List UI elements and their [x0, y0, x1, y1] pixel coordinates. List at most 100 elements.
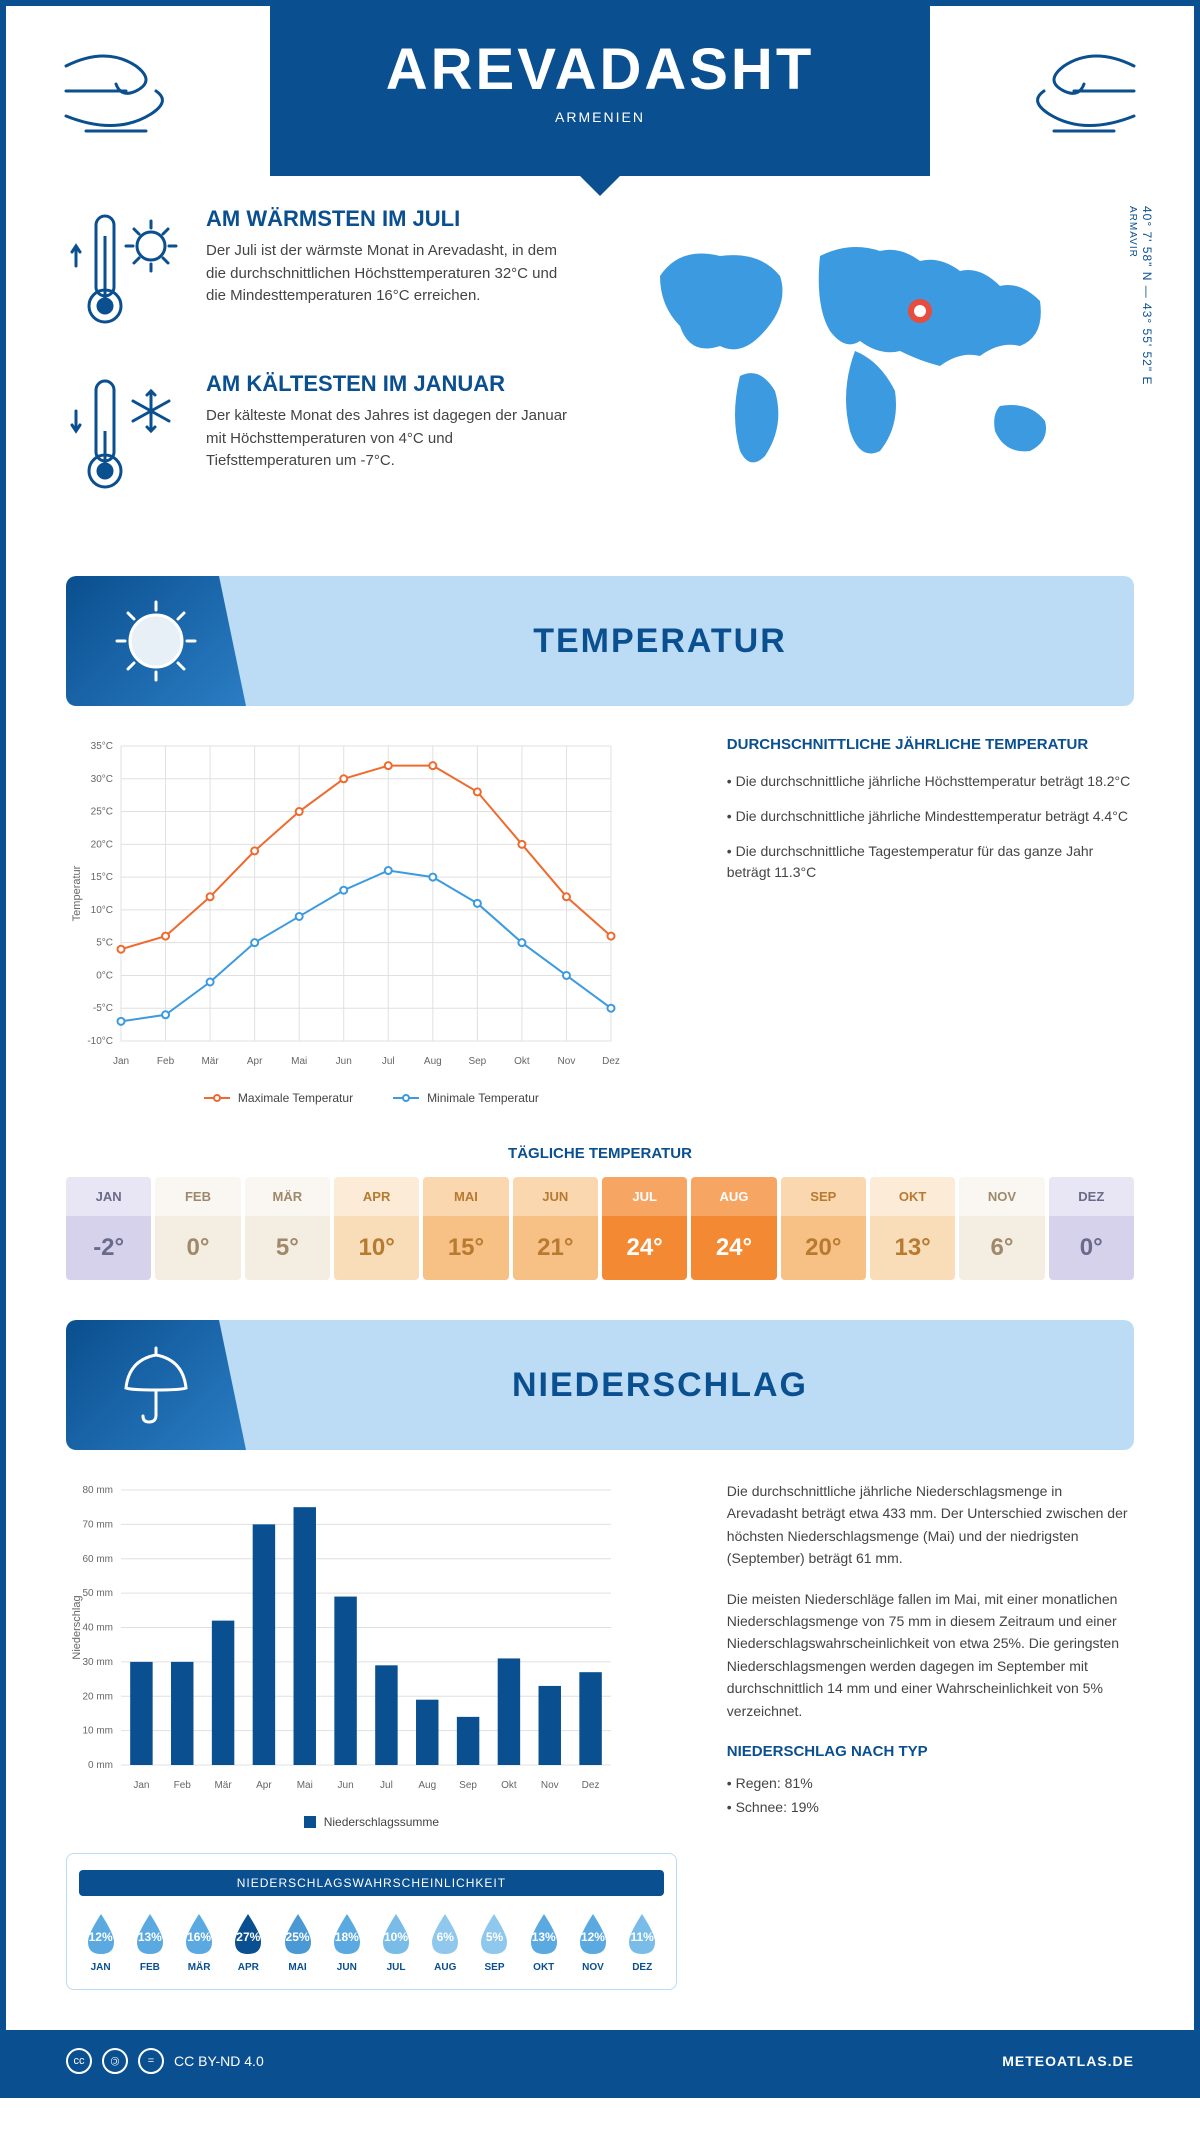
cc-nd-icon: =: [138, 2048, 164, 2074]
location-title: AREVADASHT: [270, 36, 930, 103]
cc-by-icon: 🄯: [102, 2048, 128, 2074]
daily-cell: JUL24°: [602, 1177, 687, 1280]
temp-text-heading: DURCHSCHNITTLICHE JÄHRLICHE TEMPERATUR: [727, 736, 1134, 753]
svg-text:Aug: Aug: [424, 1056, 442, 1067]
daily-cell: MAI15°: [423, 1177, 508, 1280]
prob-item: 13%FEB: [128, 1910, 171, 1973]
svg-text:60 mm: 60 mm: [82, 1554, 113, 1565]
coordinates: 40° 7' 58" N — 43° 55' 52" E: [1140, 206, 1154, 385]
svg-text:0°C: 0°C: [96, 970, 113, 981]
temperature-section-banner: TEMPERATUR: [66, 576, 1134, 706]
daily-cell: DEZ0°: [1049, 1177, 1134, 1280]
svg-text:10 mm: 10 mm: [82, 1726, 113, 1737]
region-label: ARMAVIR: [1127, 206, 1138, 258]
location-subtitle: ARMENIEN: [270, 109, 930, 125]
temp-bullet: • Die durchschnittliche Tagestemperatur …: [727, 841, 1134, 883]
world-map: ARMAVIR 40° 7' 58" N — 43° 55' 52" E: [620, 206, 1134, 536]
svg-text:Jan: Jan: [113, 1056, 129, 1067]
svg-text:Niederschlag: Niederschlag: [71, 1595, 83, 1659]
svg-text:Jan: Jan: [133, 1780, 149, 1791]
svg-text:20 mm: 20 mm: [82, 1691, 113, 1702]
daily-cell: JAN-2°: [66, 1177, 151, 1280]
svg-text:Nov: Nov: [541, 1780, 559, 1791]
prob-item: 27%APR: [227, 1910, 270, 1973]
precipitation-probability-box: NIEDERSCHLAGSWAHRSCHEINLICHKEIT 12%JAN13…: [66, 1853, 677, 1990]
precip-para-1: Die durchschnittliche jährliche Niedersc…: [727, 1480, 1134, 1570]
svg-text:Dez: Dez: [582, 1780, 600, 1791]
daily-cell: SEP20°: [781, 1177, 866, 1280]
svg-text:Feb: Feb: [157, 1056, 175, 1067]
page-header: AREVADASHT ARMENIEN: [270, 6, 930, 176]
daily-temperature-grid: JAN-2°FEB0°MÄR5°APR10°MAI15°JUN21°JUL24°…: [66, 1177, 1134, 1280]
daily-cell: OKT13°: [870, 1177, 955, 1280]
svg-text:Dez: Dez: [602, 1056, 620, 1067]
svg-text:Mai: Mai: [297, 1780, 313, 1791]
svg-text:30°C: 30°C: [91, 774, 113, 785]
temperature-line-chart: -10°C-5°C0°C5°C10°C15°C20°C25°C30°C35°CJ…: [66, 736, 626, 1076]
daily-temp-title: TÄGLICHE TEMPERATUR: [66, 1145, 1134, 1162]
coldest-body: Der kälteste Monat des Jahres ist dagege…: [206, 405, 580, 473]
prob-item: 6%AUG: [424, 1910, 467, 1973]
prob-item: 18%JUN: [325, 1910, 368, 1973]
svg-text:Mai: Mai: [291, 1056, 307, 1067]
svg-text:50 mm: 50 mm: [82, 1588, 113, 1599]
precip-legend-label: Niederschlagssumme: [324, 1815, 439, 1829]
daily-cell: NOV6°: [959, 1177, 1044, 1280]
svg-text:Jun: Jun: [338, 1780, 354, 1791]
daily-cell: JUN21°: [513, 1177, 598, 1280]
prob-item: 13%OKT: [522, 1910, 565, 1973]
svg-text:Jul: Jul: [382, 1056, 395, 1067]
prob-item: 12%NOV: [571, 1910, 614, 1973]
precip-type-heading: NIEDERSCHLAG NACH TYP: [727, 1740, 1134, 1764]
warmest-fact: AM WÄRMSTEN IM JULI Der Juli ist der wär…: [66, 206, 580, 341]
wind-deco-left: [46, 36, 206, 176]
precip-type-bullet: • Regen: 81%: [727, 1772, 1134, 1794]
svg-text:15°C: 15°C: [91, 872, 113, 883]
temperature-heading: TEMPERATUR: [246, 622, 1134, 661]
svg-text:Mär: Mär: [201, 1056, 219, 1067]
svg-text:80 mm: 80 mm: [82, 1485, 113, 1496]
svg-text:Sep: Sep: [459, 1780, 477, 1791]
daily-cell: MÄR5°: [245, 1177, 330, 1280]
warmest-title: AM WÄRMSTEN IM JULI: [206, 206, 580, 232]
svg-text:20°C: 20°C: [91, 839, 113, 850]
daily-cell: APR10°: [334, 1177, 419, 1280]
legend-item: Minimale Temperatur: [393, 1091, 539, 1105]
svg-text:Okt: Okt: [514, 1056, 530, 1067]
cc-icon: cc: [66, 2048, 92, 2074]
coldest-title: AM KÄLTESTEN IM JANUAR: [206, 371, 580, 397]
legend-item: Maximale Temperatur: [204, 1091, 353, 1105]
svg-text:Aug: Aug: [418, 1780, 436, 1791]
svg-text:-5°C: -5°C: [93, 1003, 113, 1014]
page-footer: cc 🄯 = CC BY-ND 4.0 METEOATLAS.DE: [6, 2030, 1194, 2092]
wind-deco-right: [994, 36, 1154, 176]
warmest-body: Der Juli ist der wärmste Monat in Arevad…: [206, 240, 580, 308]
svg-text:Mär: Mär: [214, 1780, 232, 1791]
svg-text:0 mm: 0 mm: [88, 1760, 113, 1771]
svg-text:Okt: Okt: [501, 1780, 517, 1791]
temp-bullet: • Die durchschnittliche jährliche Mindes…: [727, 806, 1134, 827]
precipitation-heading: NIEDERSCHLAG: [246, 1366, 1134, 1405]
temp-bullet: • Die durchschnittliche jährliche Höchst…: [727, 771, 1134, 792]
precip-type-bullet: • Schnee: 19%: [727, 1796, 1134, 1818]
coldest-fact: AM KÄLTESTEN IM JANUAR Der kälteste Mona…: [66, 371, 580, 506]
precipitation-section-banner: NIEDERSCHLAG: [66, 1320, 1134, 1450]
prob-item: 16%MÄR: [177, 1910, 220, 1973]
svg-text:-10°C: -10°C: [87, 1036, 113, 1047]
svg-text:Temperatur: Temperatur: [71, 865, 83, 921]
brand-label: METEOATLAS.DE: [1002, 2053, 1134, 2069]
license-label: CC BY-ND 4.0: [174, 2053, 264, 2069]
daily-cell: FEB0°: [155, 1177, 240, 1280]
svg-text:70 mm: 70 mm: [82, 1519, 113, 1530]
precipitation-bar-chart: 0 mm10 mm20 mm30 mm40 mm50 mm60 mm70 mm8…: [66, 1480, 626, 1800]
prob-title: NIEDERSCHLAGSWAHRSCHEINLICHKEIT: [79, 1870, 664, 1896]
sun-icon: [66, 576, 246, 706]
svg-text:Apr: Apr: [256, 1780, 272, 1791]
prob-item: 10%JUL: [374, 1910, 417, 1973]
svg-text:Apr: Apr: [247, 1056, 263, 1067]
daily-cell: AUG24°: [691, 1177, 776, 1280]
thermometer-snow-icon: [66, 371, 186, 506]
precip-para-2: Die meisten Niederschläge fallen im Mai,…: [727, 1588, 1134, 1722]
svg-text:35°C: 35°C: [91, 741, 113, 752]
precipitation-legend: Niederschlagssumme: [66, 1815, 677, 1829]
